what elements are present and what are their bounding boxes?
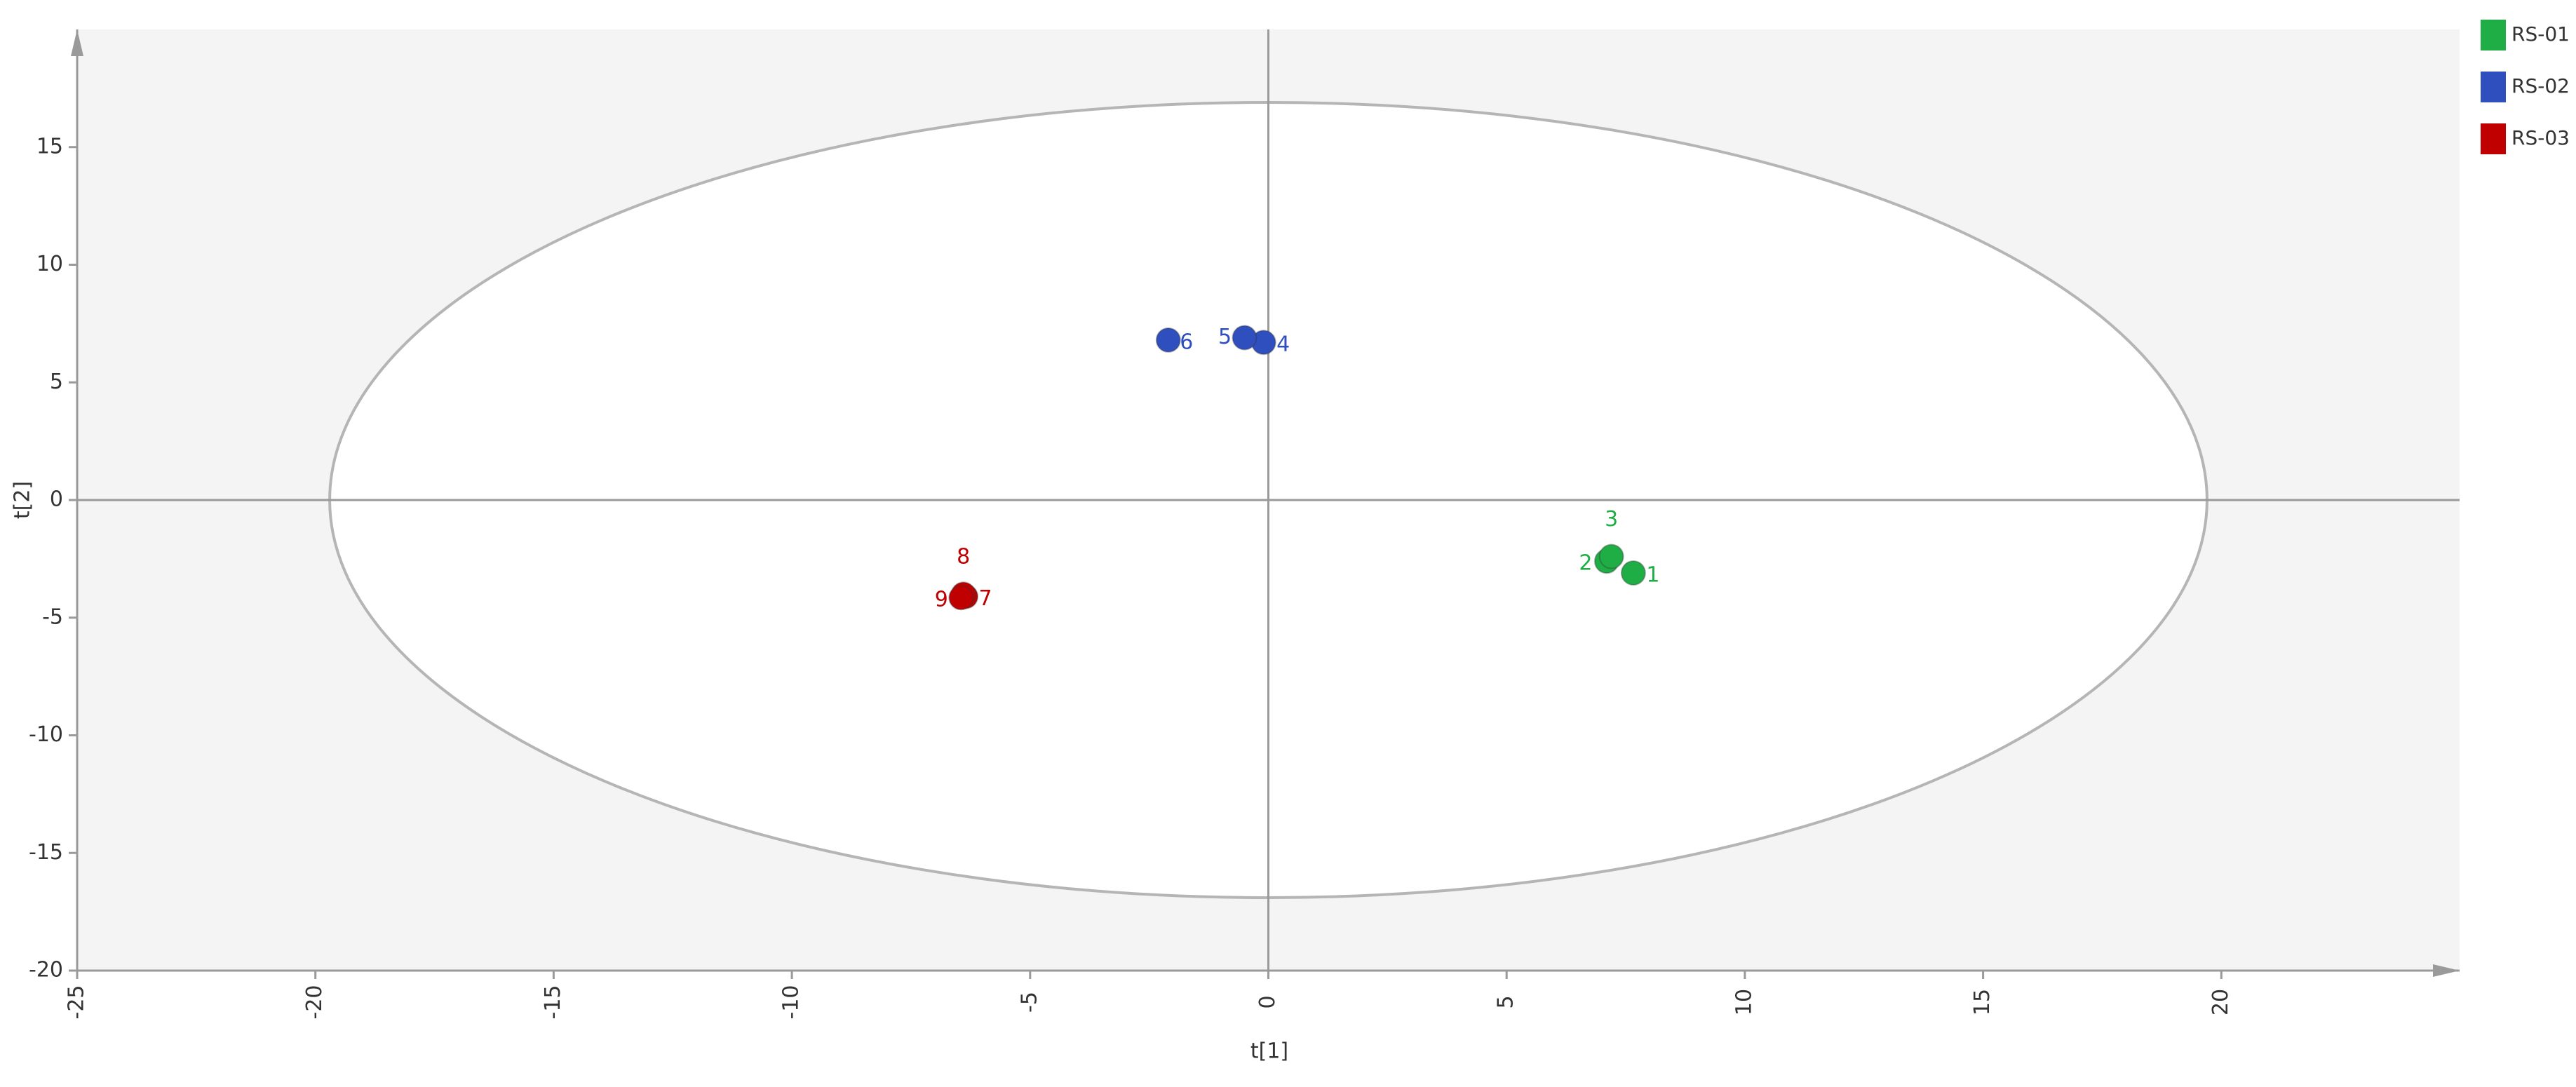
x-axis-label: t[1] bbox=[1250, 1039, 1288, 1064]
point-label: 7 bbox=[979, 586, 992, 611]
point bbox=[948, 585, 974, 611]
x-tick-label: -5 bbox=[1017, 992, 1041, 1013]
y-tick-label: 15 bbox=[36, 134, 63, 158]
point-label: 5 bbox=[1218, 325, 1232, 349]
point bbox=[1620, 560, 1646, 586]
y-tick-label: 5 bbox=[50, 370, 63, 394]
legend-label: RS-03 bbox=[2511, 126, 2570, 149]
y-tick-label: -5 bbox=[42, 605, 63, 629]
x-tick-label: 15 bbox=[1970, 989, 1995, 1015]
y-tick-label: -10 bbox=[29, 722, 63, 747]
point bbox=[1232, 325, 1257, 351]
x-tick-label: -15 bbox=[541, 985, 565, 1020]
point bbox=[1155, 327, 1181, 353]
x-tick-label: 20 bbox=[2209, 989, 2233, 1015]
point-label: 1 bbox=[1646, 563, 1659, 588]
x-tick-label: -10 bbox=[779, 985, 804, 1020]
point-label: 9 bbox=[935, 588, 948, 612]
point-label: 6 bbox=[1180, 330, 1193, 354]
legend-swatch bbox=[2481, 20, 2506, 50]
legend-label: RS-01 bbox=[2511, 22, 2570, 46]
legend-label: RS-02 bbox=[2511, 74, 2570, 97]
x-tick-label: 5 bbox=[1494, 995, 1518, 1008]
y-axis-label: t[2] bbox=[11, 481, 35, 519]
y-tick-label: -15 bbox=[29, 840, 63, 865]
y-tick-label: -20 bbox=[29, 958, 63, 983]
x-tick-label: 10 bbox=[1732, 989, 1756, 1015]
point-label: 3 bbox=[1605, 507, 1618, 532]
point-label: 4 bbox=[1276, 332, 1290, 357]
point-label: 8 bbox=[957, 545, 970, 569]
x-tick-label: 0 bbox=[1255, 995, 1280, 1008]
y-tick-label: 0 bbox=[50, 487, 63, 512]
x-tick-label: -20 bbox=[302, 985, 327, 1020]
point bbox=[1598, 544, 1624, 569]
x-tick-label: -25 bbox=[65, 985, 89, 1020]
legend-swatch bbox=[2481, 72, 2506, 102]
point-label: 2 bbox=[1579, 551, 1592, 576]
y-tick-label: 10 bbox=[36, 252, 63, 276]
legend-swatch bbox=[2481, 123, 2506, 154]
x-axis-arrow bbox=[2433, 964, 2460, 977]
y-axis-arrow bbox=[71, 29, 83, 56]
